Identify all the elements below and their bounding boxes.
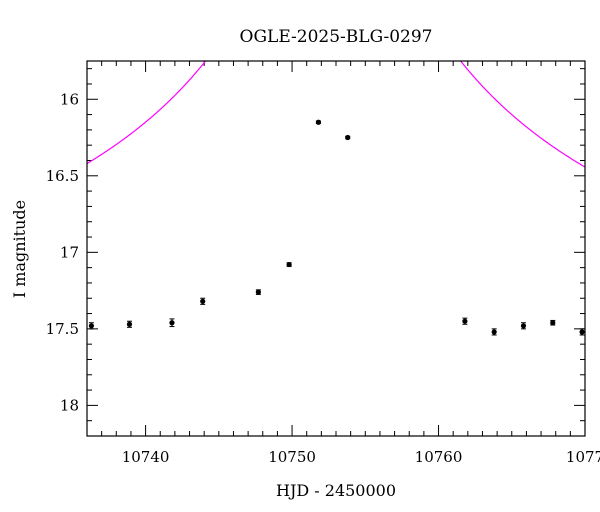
- data-point: [255, 289, 261, 295]
- x-tick-label: 1077: [566, 448, 600, 466]
- data-point: [462, 317, 468, 325]
- data-point: [491, 328, 497, 336]
- y-tick-label: 18: [60, 396, 79, 414]
- data-point: [345, 134, 351, 141]
- point-marker: [520, 323, 527, 329]
- data-point: [169, 318, 175, 328]
- chart-title: OGLE-2025-BLG-0297: [240, 27, 433, 47]
- model-curve: [86, 60, 586, 168]
- point-marker: [491, 329, 497, 335]
- y-tick-label: 16: [60, 90, 79, 108]
- point-marker: [550, 320, 556, 326]
- point-marker: [462, 318, 468, 324]
- data-point: [520, 322, 527, 330]
- y-tick-label: 17: [60, 243, 79, 261]
- data-point: [286, 261, 292, 268]
- data-point: [200, 297, 206, 305]
- y-tick-label: 17.5: [46, 320, 79, 338]
- y-axis-label: I magnitude: [10, 200, 29, 298]
- point-marker: [315, 119, 322, 125]
- x-axis-label: HJD - 2450000: [276, 481, 396, 500]
- point-marker: [286, 261, 292, 268]
- point-marker: [88, 323, 94, 329]
- point-marker: [169, 320, 175, 326]
- plot-area: [86, 60, 586, 336]
- point-marker: [126, 321, 133, 327]
- axis-tick-labels: 10740 10750 10760 1077 16 16.5 17 17.5 18: [46, 90, 600, 466]
- data-point: [579, 328, 585, 336]
- point-marker: [345, 134, 351, 141]
- axis-ticks: [86, 61, 586, 437]
- plot-frame: [86, 60, 586, 437]
- point-marker: [579, 329, 585, 335]
- x-tick-label: 10740: [122, 448, 170, 466]
- data-point: [126, 320, 133, 328]
- x-tick-label: 10760: [415, 448, 463, 466]
- point-marker: [255, 289, 261, 295]
- data-point: [88, 322, 94, 330]
- data-point: [315, 119, 322, 125]
- x-tick-label: 10750: [268, 448, 316, 466]
- y-tick-label: 16.5: [46, 167, 79, 185]
- data-point: [550, 319, 556, 326]
- data-points: [88, 119, 585, 336]
- point-marker: [200, 298, 206, 304]
